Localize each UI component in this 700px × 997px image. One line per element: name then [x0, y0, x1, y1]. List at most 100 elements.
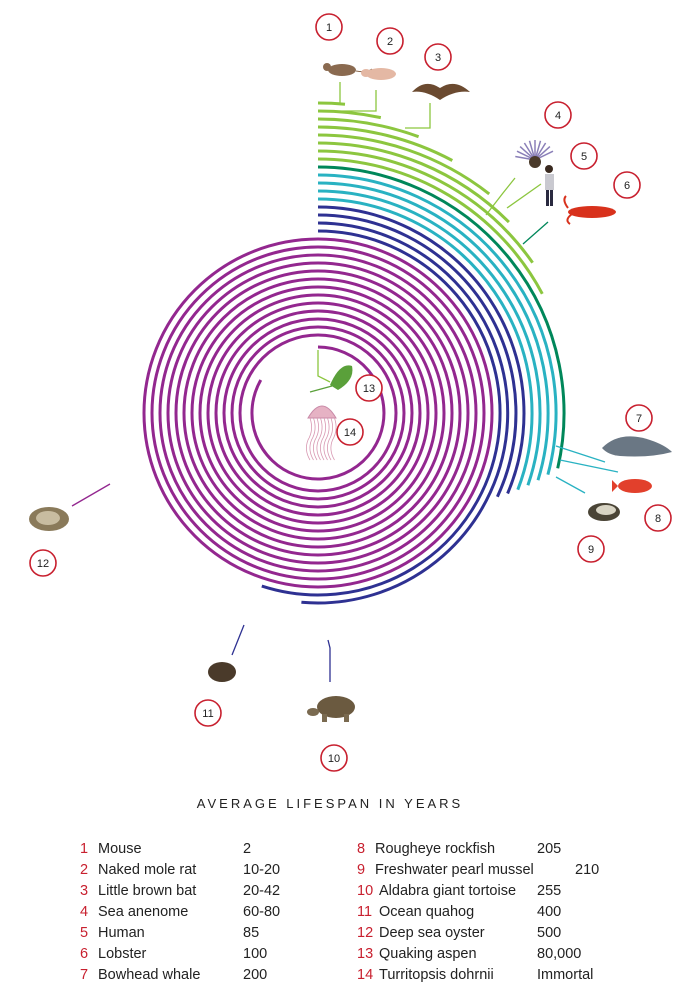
spiral-arc-purple: [182, 277, 454, 549]
spiral-arc-purple: [142, 237, 494, 589]
legend-species-name: Ocean quahog: [379, 904, 475, 920]
spiral-arc-purple: [174, 269, 462, 557]
leader-line: [506, 183, 542, 209]
marker-ring: [544, 101, 572, 129]
spiral-arc-outer: [317, 133, 491, 196]
leader-line: [320, 82, 341, 104]
aspen-leaf-icon: [309, 365, 353, 393]
spiral-arc-outer: [301, 221, 510, 605]
legend-lifespan-value: 80,000: [537, 946, 582, 962]
leader-lines: [71, 82, 619, 682]
leader-line: [327, 639, 331, 682]
legend-lifespan-value: 255: [537, 883, 562, 899]
spiral-arc-purple: [158, 253, 478, 573]
marker-2: 2: [376, 27, 404, 55]
legend-species-name: Sea anenome: [98, 904, 189, 920]
marker-ring: [577, 535, 605, 563]
legend-row-2: 2 Naked mole rat 10-20: [80, 862, 320, 883]
legend-number: 6: [80, 946, 89, 962]
spiral-arcs: [142, 101, 566, 605]
marker-ring: [315, 13, 343, 41]
legend-lifespan-value: 60-80: [243, 904, 281, 920]
legend-species-name: Mouse: [98, 841, 142, 857]
legend-row-8: 8 Rougheye rockfish 205: [357, 841, 657, 862]
spiral-arc-purple: [222, 317, 414, 509]
legend-lifespan-value: Immortal: [537, 967, 594, 983]
legend-species-name: Bowhead whale: [98, 967, 201, 983]
legend-lifespan-value: 85: [243, 925, 260, 941]
marker-ring: [644, 504, 672, 532]
spiral-arc-outer: [317, 157, 544, 295]
spiral-arc-purple: [166, 261, 470, 565]
spiral-arc-outer: [317, 149, 534, 264]
legend-number: 4: [80, 904, 89, 920]
legend-number: 3: [80, 883, 89, 899]
leader-line: [559, 459, 619, 473]
marker-8: 8: [644, 504, 672, 532]
legend-row-1: 1 Mouse 2: [80, 841, 320, 862]
legend-lifespan-value: 2: [243, 841, 252, 857]
legend-lifespan-value: 205: [537, 841, 562, 857]
marker-number: 2: [387, 36, 393, 48]
spiral-arc-outer: [317, 109, 382, 120]
legend-number: 5: [80, 925, 89, 941]
spiral-arc-purple: [150, 245, 486, 581]
legend-row-11: 11 Ocean quahog 400: [357, 904, 657, 925]
legend-species-name: Lobster: [98, 946, 147, 962]
legend-row-13: 13 Quaking aspen 80,000: [357, 946, 657, 967]
legend-column-left: 1 Mouse 2 2 Naked mole rat 10-20 3 Little brown…: [80, 841, 320, 988]
spiral-arc-purple: [206, 301, 430, 525]
legend-lifespan-value: 400: [537, 904, 562, 920]
legend-number: 14: [357, 967, 374, 983]
marker-12: 12: [29, 549, 57, 577]
marker-ring: [336, 418, 364, 446]
spiral-arc-purple: [198, 293, 438, 533]
legend-row-7: 7 Bowhead whale 200: [80, 967, 320, 988]
marker-number: 7: [636, 413, 642, 425]
legend-species-name: Quaking aspen: [379, 946, 477, 962]
legend-number: 2: [80, 862, 89, 878]
legend-species-name: Rougheye rockfish: [375, 841, 496, 857]
marker-4: 4: [544, 101, 572, 129]
marker-ring: [613, 171, 641, 199]
spiral-arc-outer: [317, 189, 542, 486]
marker-ring: [376, 27, 404, 55]
leader-line: [405, 103, 431, 129]
leader-line: [71, 483, 111, 507]
marker-number: 10: [328, 753, 340, 765]
legend-species-name: Human: [98, 925, 145, 941]
oyster-icon: [29, 507, 69, 531]
leader-line: [320, 90, 377, 112]
marker-9: 9: [577, 535, 605, 563]
mussel-icon: [588, 503, 620, 521]
spiral-arc-outer: [317, 141, 510, 224]
legend-species-name: Turritopsis dohrnii: [379, 967, 494, 983]
marker-1: 1: [315, 13, 343, 41]
legend-lifespan-value: 500: [537, 925, 562, 941]
tortoise-icon: [307, 696, 355, 722]
marker-ring: [625, 404, 653, 432]
marker-10: 10: [320, 744, 348, 772]
legend-number: 1: [80, 841, 89, 857]
legend-lifespan-value: 20-42: [243, 883, 281, 899]
marker-number: 5: [581, 151, 587, 163]
marker-13: 13: [355, 374, 383, 402]
marker-number: 13: [363, 383, 375, 395]
spiral-arc-outer: [317, 197, 534, 491]
leader-line: [231, 624, 245, 656]
legend-species-name: Naked mole rat: [98, 862, 197, 878]
legend-lifespan-value: 10-20: [243, 862, 281, 878]
spiral-arc-outer: [317, 205, 526, 495]
legend-row-5: 5 Human 85: [80, 925, 320, 946]
spiral-arc-outer: [317, 173, 558, 475]
naked-mole-rat-icon: [361, 68, 396, 80]
human-icon: [545, 165, 554, 206]
legend-column-right: 8 Rougheye rockfish 205 9 Freshwater pearl m…: [357, 841, 657, 988]
spiral-arc-outer: [317, 117, 420, 139]
leader-line: [555, 476, 586, 494]
legend-lifespan-value: 100: [243, 946, 268, 962]
legend-species-name: Deep sea oyster: [379, 925, 485, 941]
marker-ring: [29, 549, 57, 577]
